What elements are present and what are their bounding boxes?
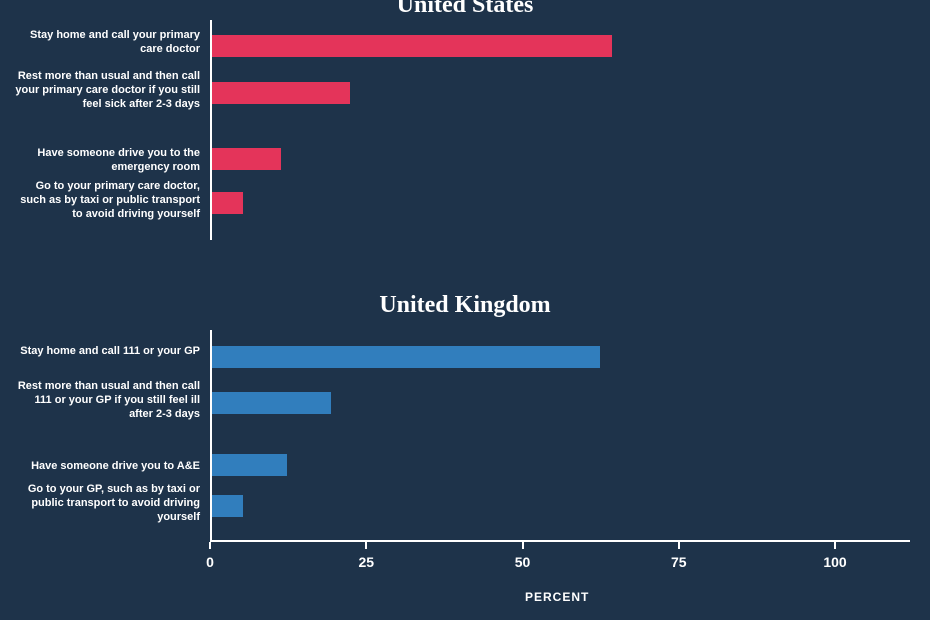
plot-us — [210, 20, 910, 240]
x-tick-label: 25 — [358, 554, 374, 570]
x-tick-label: 75 — [671, 554, 687, 570]
bar-label: Rest more than usual and then call your … — [10, 70, 200, 111]
bar-label: Stay home and call 111 or your GP — [10, 345, 200, 359]
x-tick-label: 50 — [515, 554, 531, 570]
x-axis-title: PERCENT — [525, 590, 589, 604]
bar — [212, 346, 600, 368]
bar-label: Stay home and call your primary care doc… — [10, 29, 200, 57]
x-axis-line — [210, 540, 910, 542]
bar — [212, 148, 281, 170]
chart-title-uk: United Kingdom — [0, 292, 930, 319]
x-tick-label: 100 — [823, 554, 846, 570]
chart-title-us: United States — [0, 0, 930, 19]
x-tick — [522, 542, 524, 549]
bar-label: Go to your primary care doctor, such as … — [10, 180, 200, 221]
plot-uk — [210, 330, 910, 540]
x-tick — [834, 542, 836, 549]
bar — [212, 35, 612, 57]
bar — [212, 82, 350, 104]
bar — [212, 392, 331, 414]
bar-label: Rest more than usual and then call 111 o… — [10, 380, 200, 421]
bar-label: Have someone drive you to the emergency … — [10, 147, 200, 175]
bar-label: Have someone drive you to A&E — [10, 460, 200, 474]
bar-label: Go to your GP, such as by taxi or public… — [10, 483, 200, 524]
bar — [212, 495, 243, 517]
x-tick — [209, 542, 211, 549]
bar — [212, 192, 243, 214]
x-tick-label: 0 — [206, 554, 214, 570]
bar — [212, 454, 287, 476]
x-tick — [365, 542, 367, 549]
x-tick — [678, 542, 680, 549]
